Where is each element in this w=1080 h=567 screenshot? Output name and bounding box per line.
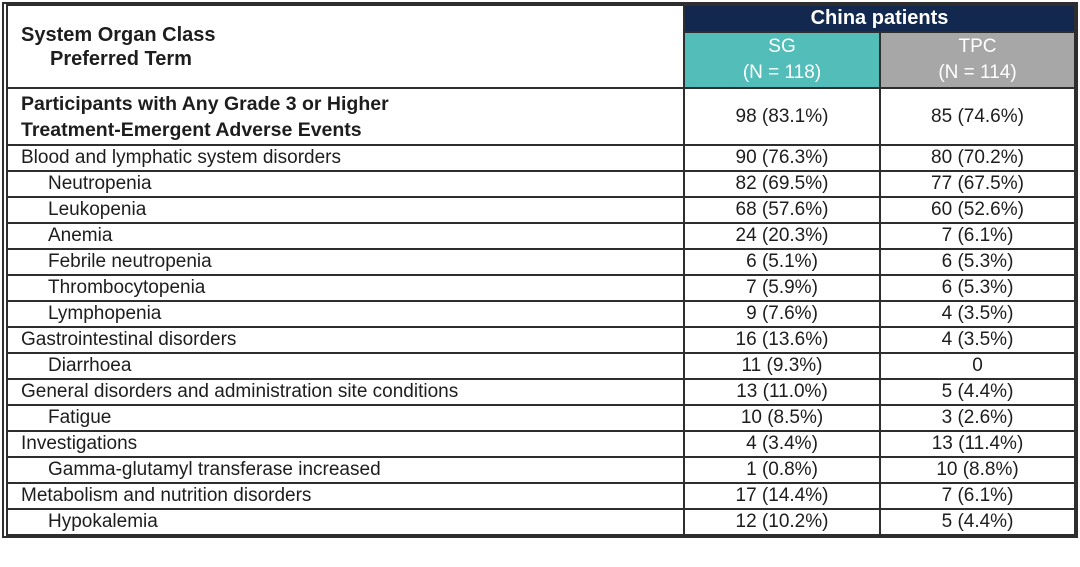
tpc-value-cell: 3 (2.6%) — [878, 404, 1077, 432]
row-label: Gastrointestinal disorders — [6, 326, 685, 354]
tpc-value-cell: 13 (11.4%) — [878, 430, 1077, 458]
row-label: Diarrhoea — [6, 352, 685, 380]
row-label-line: Gamma-glutamyl transferase increased — [48, 459, 381, 480]
preferred-term-row: Fatigue 10 (8.5%) 3 (2.6%) — [6, 404, 1077, 432]
row-label-line: Participants with Any Grade 3 or Higher — [21, 92, 389, 115]
sg-value-cell: 9 (7.6%) — [683, 300, 881, 328]
row-label: Hypokalemia — [6, 508, 685, 536]
column-header-tpc: TPC (N = 114) — [878, 31, 1077, 89]
sg-value-cell: 4 (3.4%) — [683, 430, 881, 458]
corner-header-line2: Preferred Term — [50, 47, 192, 70]
row-label: General disorders and administration sit… — [6, 378, 685, 406]
row-label: Neutropenia — [6, 170, 685, 198]
preferred-term-row: Hypokalemia 12 (10.2%) 5 (4.4%) — [6, 508, 1077, 536]
column-header-tpc-n: (N = 114) — [938, 62, 1017, 83]
row-label-line: Lymphopenia — [48, 303, 162, 324]
row-label-line: Febrile neutropenia — [48, 251, 212, 272]
row-label-line: General disorders and administration sit… — [21, 381, 459, 402]
row-label: Anemia — [6, 222, 685, 250]
preferred-term-row: Diarrhoea 11 (9.3%) 0 — [6, 352, 1077, 380]
sg-value-cell: 16 (13.6%) — [683, 326, 881, 354]
preferred-term-row: Thrombocytopenia 7 (5.9%) 6 (5.3%) — [6, 274, 1077, 302]
row-label-line: Diarrhoea — [48, 355, 132, 376]
sg-value-cell: 11 (9.3%) — [683, 352, 881, 380]
tpc-value-cell: 6 (5.3%) — [878, 274, 1077, 302]
summary-row: Participants with Any Grade 3 or Higher T… — [6, 87, 1077, 146]
row-label: Thrombocytopenia — [6, 274, 685, 302]
tpc-value-cell: 0 — [878, 352, 1077, 380]
tpc-value-cell: 6 (5.3%) — [878, 248, 1077, 276]
table-body: Participants with Any Grade 3 or Higher T… — [6, 87, 1077, 536]
tpc-value-cell: 4 (3.5%) — [878, 326, 1077, 354]
adverse-events-table-frame: System Organ Class Preferred Term China … — [2, 2, 1078, 538]
row-label: Febrile neutropenia — [6, 248, 685, 276]
tpc-value-cell: 4 (3.5%) — [878, 300, 1077, 328]
row-label-line: Anemia — [48, 225, 113, 246]
row-label: Investigations — [6, 430, 685, 458]
preferred-term-row: Febrile neutropenia 6 (5.1%) 6 (5.3%) — [6, 248, 1077, 276]
system-organ-class-row: Gastrointestinal disorders 16 (13.6%) 4 (3… — [6, 326, 1077, 354]
system-organ-class-row: Blood and lymphatic system disorders 90 (… — [6, 144, 1077, 172]
row-label-line: Fatigue — [48, 407, 112, 428]
tpc-value-cell: 85 (74.6%) — [878, 87, 1077, 146]
sg-value-cell: 90 (76.3%) — [683, 144, 881, 172]
preferred-term-row: Anemia 24 (20.3%) 7 (6.1%) — [6, 222, 1077, 250]
row-label-line: Hypokalemia — [48, 511, 158, 532]
sg-value-cell: 6 (5.1%) — [683, 248, 881, 276]
row-label-line: Gastrointestinal disorders — [21, 329, 237, 350]
preferred-term-row: Gamma-glutamyl transferase increased 1 (0… — [6, 456, 1077, 484]
row-label-line: Blood and lymphatic system disorders — [21, 147, 341, 168]
sg-value-cell: 24 (20.3%) — [683, 222, 881, 250]
preferred-term-row: Neutropenia 82 (69.5%) 77 (67.5%) — [6, 170, 1077, 198]
row-label: Leukopenia — [6, 196, 685, 224]
sg-value-cell: 10 (8.5%) — [683, 404, 881, 432]
tpc-value-cell: 77 (67.5%) — [878, 170, 1077, 198]
sg-value-cell: 82 (69.5%) — [683, 170, 881, 198]
column-header-sg: SG (N = 118) — [683, 31, 881, 89]
column-header-sg-label: SG — [768, 36, 796, 57]
column-header-tpc-label: TPC — [958, 36, 997, 57]
row-label: Participants with Any Grade 3 or Higher T… — [6, 87, 685, 146]
row-label: Lymphopenia — [6, 300, 685, 328]
row-label: Fatigue — [6, 404, 685, 432]
group-header-china-patients: China patients — [682, 4, 1077, 33]
sg-value-cell: 68 (57.6%) — [683, 196, 881, 224]
system-organ-class-row: General disorders and administration sit… — [6, 378, 1077, 406]
row-label-line: Metabolism and nutrition disorders — [21, 485, 312, 506]
tpc-value-cell: 80 (70.2%) — [878, 144, 1077, 172]
system-organ-class-row: Investigations 4 (3.4%) 13 (11.4%) — [6, 430, 1077, 458]
corner-header: System Organ Class Preferred Term — [6, 4, 685, 89]
adverse-events-table: System Organ Class Preferred Term China … — [6, 4, 1077, 536]
row-label-line: Neutropenia — [48, 173, 152, 194]
sg-value-cell: 7 (5.9%) — [683, 274, 881, 302]
corner-header-line1: System Organ Class — [21, 23, 216, 46]
row-label-line: Thrombocytopenia — [48, 277, 206, 298]
sg-value-cell: 13 (11.0%) — [683, 378, 881, 406]
sg-value-cell: 17 (14.4%) — [683, 482, 881, 510]
tpc-value-cell: 5 (4.4%) — [878, 378, 1077, 406]
system-organ-class-row: Metabolism and nutrition disorders 17 (14… — [6, 482, 1077, 510]
sg-value-cell: 12 (10.2%) — [683, 508, 881, 536]
preferred-term-row: Lymphopenia 9 (7.6%) 4 (3.5%) — [6, 300, 1077, 328]
tpc-value-cell: 60 (52.6%) — [878, 196, 1077, 224]
tpc-value-cell: 5 (4.4%) — [878, 508, 1077, 536]
row-label-line: Leukopenia — [48, 199, 147, 220]
tpc-value-cell: 7 (6.1%) — [878, 222, 1077, 250]
row-label-line: Treatment-Emergent Adverse Events — [21, 118, 362, 141]
preferred-term-row: Leukopenia 68 (57.6%) 60 (52.6%) — [6, 196, 1077, 224]
row-label: Metabolism and nutrition disorders — [6, 482, 685, 510]
row-label-line: Investigations — [21, 433, 138, 454]
sg-value-cell: 98 (83.1%) — [683, 87, 881, 146]
tpc-value-cell: 10 (8.8%) — [878, 456, 1077, 484]
row-label: Gamma-glutamyl transferase increased — [6, 456, 685, 484]
row-label: Blood and lymphatic system disorders — [6, 144, 685, 172]
tpc-value-cell: 7 (6.1%) — [878, 482, 1077, 510]
sg-value-cell: 1 (0.8%) — [683, 456, 881, 484]
table-header: System Organ Class Preferred Term China … — [6, 4, 1077, 89]
column-header-sg-n: (N = 118) — [742, 62, 822, 83]
